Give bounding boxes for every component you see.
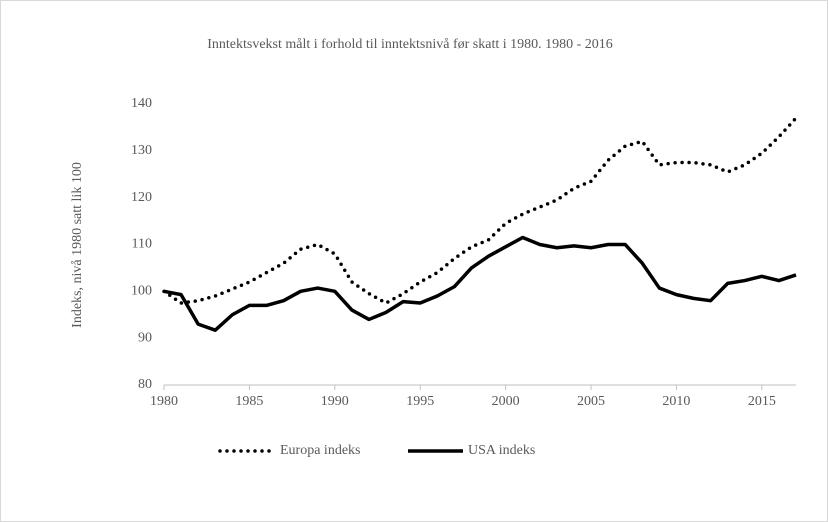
x-tick-label: 2015 <box>748 394 776 409</box>
y-axis-label: Indeks, nivå 1980 satt lik 100 <box>70 162 85 328</box>
series-line <box>162 116 798 306</box>
y-tick-label: 140 <box>131 96 152 111</box>
y-tick-label: 130 <box>131 143 152 158</box>
y-tick-label: 80 <box>138 377 152 392</box>
series-line <box>163 235 797 332</box>
y-tick-label: 100 <box>131 284 152 299</box>
y-tick-label: 110 <box>132 237 152 252</box>
y-tick-label: 120 <box>131 190 152 205</box>
x-tick-label: 1995 <box>406 394 434 409</box>
x-tick-label: 2010 <box>662 394 690 409</box>
x-tick-label: 1990 <box>321 394 349 409</box>
legend-label: USA indeks <box>468 443 535 458</box>
x-tick-label: 1980 <box>150 394 178 409</box>
y-tick-label: 90 <box>138 330 152 345</box>
x-tick-label: 1985 <box>235 394 263 409</box>
x-tick-label: 2000 <box>492 394 520 409</box>
legend-label: Europa indeks <box>280 443 360 458</box>
x-tick-label: 2005 <box>577 394 605 409</box>
chart-title: Inntektsvekst målt i forhold til inntekt… <box>207 37 613 52</box>
